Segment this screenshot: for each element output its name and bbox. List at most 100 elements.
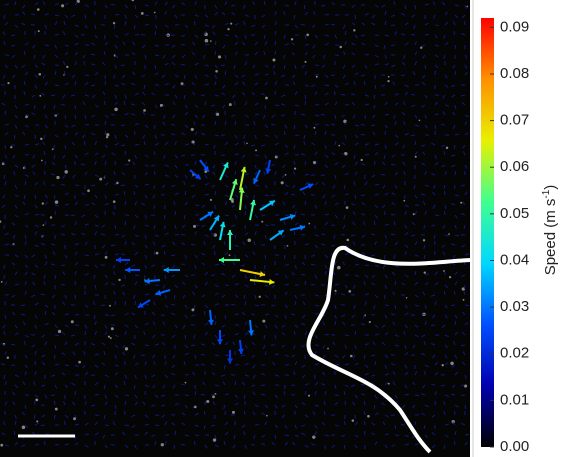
background-arrow	[391, 444, 396, 448]
background-arrow	[342, 64, 346, 69]
speckle	[61, 4, 65, 8]
background-arrow	[292, 204, 296, 209]
background-arrow	[354, 34, 358, 39]
background-arrow	[463, 20, 466, 26]
background-arrow	[94, 174, 99, 178]
background-arrow	[242, 4, 246, 9]
background-arrow	[72, 351, 76, 356]
background-arrow	[254, 324, 259, 329]
background-arrow	[431, 343, 436, 346]
background-arrow	[411, 14, 416, 18]
background-arrow	[404, 324, 408, 329]
background-arrow	[21, 411, 26, 416]
background-arrow	[334, 424, 339, 427]
background-arrow	[304, 173, 310, 176]
background-arrow	[132, 41, 136, 46]
background-arrow	[154, 343, 159, 346]
speckle	[312, 435, 316, 439]
background-arrow	[321, 421, 326, 426]
background-arrow	[71, 334, 76, 337]
background-arrow	[431, 142, 436, 146]
background-arrow	[114, 404, 117, 409]
background-arrow	[291, 313, 296, 316]
background-arrow	[3, 374, 6, 379]
vector-head	[203, 165, 209, 172]
speckle	[346, 238, 350, 242]
background-arrow	[314, 431, 318, 436]
background-arrow	[244, 444, 248, 449]
background-arrow	[204, 444, 208, 449]
background-arrow	[464, 164, 468, 169]
background-arrow	[184, 314, 188, 319]
background-arrow	[301, 432, 306, 436]
background-arrow	[304, 280, 307, 286]
background-arrow	[84, 94, 89, 97]
background-arrow	[124, 112, 129, 116]
background-arrow	[431, 444, 436, 449]
background-arrow	[461, 94, 466, 97]
background-arrow	[420, 193, 426, 196]
background-arrow	[144, 194, 148, 199]
background-arrow	[193, 334, 196, 339]
background-arrow	[12, 234, 16, 239]
background-arrow	[424, 273, 429, 276]
background-arrow	[191, 184, 196, 187]
background-arrow	[133, 384, 136, 390]
background-arrow	[364, 181, 368, 186]
velocity-vector	[163, 267, 180, 273]
background-arrow	[134, 14, 139, 19]
background-arrow	[1, 343, 6, 346]
background-arrow	[23, 194, 26, 200]
vector-head	[213, 215, 220, 222]
background-arrow	[314, 382, 319, 386]
background-arrow	[234, 23, 239, 26]
background-arrow	[422, 201, 426, 206]
speckle	[231, 410, 235, 414]
background-arrow	[34, 224, 39, 228]
background-arrow	[463, 224, 466, 230]
background-arrow	[354, 142, 359, 146]
background-arrow	[283, 391, 286, 396]
background-arrow	[321, 181, 326, 186]
background-arrow	[53, 154, 56, 159]
background-arrow	[32, 431, 36, 436]
background-arrow	[24, 241, 27, 246]
background-arrow	[301, 213, 306, 216]
background-arrow	[231, 12, 236, 16]
background-arrow	[241, 424, 246, 429]
background-arrow	[421, 334, 426, 338]
background-arrow	[324, 264, 328, 269]
background-arrow	[404, 352, 409, 356]
background-arrow	[44, 160, 47, 166]
background-arrow	[174, 324, 179, 329]
speckle	[104, 255, 108, 259]
background-arrow	[394, 31, 397, 36]
background-arrow	[2, 274, 6, 279]
background-arrow	[214, 444, 219, 448]
background-arrow	[214, 354, 220, 357]
background-arrow	[81, 232, 86, 236]
background-arrow	[314, 91, 318, 96]
background-arrow	[414, 254, 419, 257]
background-arrow	[254, 102, 259, 106]
background-arrow	[143, 331, 146, 336]
background-arrow	[34, 143, 39, 146]
background-arrow	[461, 184, 466, 187]
background-arrow	[221, 272, 226, 276]
background-arrow	[424, 33, 430, 36]
background-arrow	[172, 101, 176, 106]
background-arrow	[314, 73, 320, 76]
background-arrow	[144, 154, 149, 158]
background-arrow	[414, 270, 417, 276]
background-arrow	[114, 84, 119, 87]
background-arrow	[2, 264, 6, 269]
background-arrow	[132, 161, 136, 166]
background-arrow	[144, 54, 147, 59]
background-arrow	[41, 242, 46, 246]
background-arrow	[344, 384, 349, 388]
background-arrow	[120, 144, 126, 147]
background-arrow	[454, 354, 458, 359]
background-arrow	[404, 274, 409, 278]
speckle	[180, 82, 184, 86]
background-arrow	[144, 224, 149, 227]
